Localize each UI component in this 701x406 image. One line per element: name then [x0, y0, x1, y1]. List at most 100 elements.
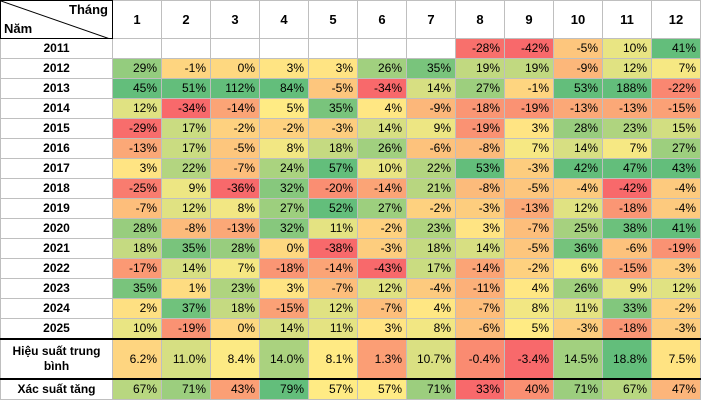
- heatmap-cell: 8%: [406, 318, 456, 340]
- rise-probability-cell: 67%: [112, 378, 162, 400]
- heatmap-cell: -43%: [357, 258, 407, 279]
- heatmap-cell: [259, 38, 309, 59]
- rise-probability-cell: 47%: [651, 378, 701, 400]
- heatmap-cell: -1%: [504, 78, 554, 99]
- heatmap-cell: -18%: [455, 98, 505, 119]
- year-row-2018: 2018 -25% 9% -36% 32% -20% -14% 21% -8% -5% -4% -42…: [0, 178, 701, 199]
- rise-probability-cell: 79%: [259, 378, 309, 400]
- year-label: 2024: [0, 298, 113, 319]
- heatmap-cell: 14%: [455, 238, 505, 259]
- year-label: 2023: [0, 278, 113, 299]
- year-label: 2025: [0, 318, 113, 340]
- heatmap-cell: -7%: [357, 298, 407, 319]
- heatmap-cell: 11%: [308, 318, 358, 340]
- heatmap-cell: -7%: [308, 278, 358, 299]
- average-performance-cell: -3.4%: [504, 338, 554, 380]
- year-label: 2012: [0, 58, 113, 79]
- heatmap-cell: 27%: [357, 198, 407, 219]
- year-rows: 2011 -28% -42% -5% 10% 41% 2012 29% -1% 0% 3% 3% 26%…: [0, 38, 701, 340]
- heatmap-cell: 0%: [210, 318, 260, 340]
- heatmap-cell: 23%: [406, 218, 456, 239]
- year-row-2022: 2022 -17% 14% 7% -18% -14% -43% 17% -14% -2% 6% -15…: [0, 258, 701, 279]
- heatmap-cell: -36%: [210, 178, 260, 199]
- year-label: 2021: [0, 238, 113, 259]
- heatmap-cell: 18%: [210, 298, 260, 319]
- heatmap-cell: 17%: [406, 258, 456, 279]
- heatmap-cell: 19%: [455, 58, 505, 79]
- heatmap-cell: 28%: [112, 218, 162, 239]
- heatmap-cell: 3%: [112, 158, 162, 179]
- heatmap-cell: 36%: [553, 238, 603, 259]
- heatmap-cell: -6%: [455, 318, 505, 340]
- heatmap-cell: -34%: [357, 78, 407, 99]
- heatmap-cell: -1%: [161, 58, 211, 79]
- average-performance-cell: 14.5%: [553, 338, 603, 380]
- month-header-12: 12: [651, 0, 701, 39]
- heatmap-cell: 188%: [602, 78, 652, 99]
- average-performance-cell: 7.5%: [651, 338, 701, 380]
- heatmap-cell: 7%: [504, 138, 554, 159]
- rise-probability-label: Xác suất tăng: [0, 378, 113, 400]
- heatmap-cell: -15%: [651, 98, 701, 119]
- heatmap-cell: 0%: [210, 58, 260, 79]
- heatmap-cell: 38%: [602, 218, 652, 239]
- heatmap-cell: -34%: [161, 98, 211, 119]
- heatmap-cell: -19%: [651, 238, 701, 259]
- average-performance-cell: 10.7%: [406, 338, 456, 380]
- heatmap-cell: -3%: [308, 118, 358, 139]
- month-header-5: 5: [308, 0, 358, 39]
- heatmap-cell: -4%: [553, 178, 603, 199]
- heatmap-cell: 35%: [406, 58, 456, 79]
- heatmap-cell: -2%: [357, 218, 407, 239]
- month-axis-label: Tháng: [69, 2, 108, 17]
- heatmap-cell: -18%: [602, 318, 652, 340]
- heatmap-cell: -13%: [210, 218, 260, 239]
- month-header-2: 2: [161, 0, 211, 39]
- heatmap-cell: -8%: [455, 178, 505, 199]
- year-label: 2014: [0, 98, 113, 119]
- heatmap-cell: 24%: [259, 158, 309, 179]
- heatmap-cell: 35%: [308, 98, 358, 119]
- heatmap-cell: -14%: [210, 98, 260, 119]
- heatmap-cell: 51%: [161, 78, 211, 99]
- average-performance-cell: 8.1%: [308, 338, 358, 380]
- corner-diagonal-line: [1, 1, 108, 38]
- year-label: 2013: [0, 78, 113, 99]
- average-performance-cell: 11.0%: [161, 338, 211, 380]
- heatmap-cell: -5%: [504, 178, 554, 199]
- rise-probability-cell: 71%: [161, 378, 211, 400]
- heatmap-cell: 29%: [112, 58, 162, 79]
- year-row-2011: 2011 -28% -42% -5% 10% 41%: [0, 38, 701, 59]
- heatmap-cell: 9%: [161, 178, 211, 199]
- heatmap-cell: -14%: [455, 258, 505, 279]
- heatmap-cell: -4%: [651, 198, 701, 219]
- heatmap-cell: -42%: [504, 38, 554, 59]
- average-performance-cell: 18.8%: [602, 338, 652, 380]
- heatmap-cell: -3%: [651, 318, 701, 340]
- heatmap-cell: 27%: [259, 198, 309, 219]
- heatmap-cell: 7%: [651, 58, 701, 79]
- month-header-8: 8: [455, 0, 505, 39]
- heatmap-cell: 3%: [357, 318, 407, 340]
- heatmap-cell: -28%: [455, 38, 505, 59]
- heatmap-cell: 23%: [602, 118, 652, 139]
- heatmap-cell: 12%: [553, 198, 603, 219]
- month-header-3: 3: [210, 0, 260, 39]
- heatmap-cell: 32%: [259, 218, 309, 239]
- heatmap-cell: -8%: [161, 218, 211, 239]
- heatmap-cell: -7%: [210, 158, 260, 179]
- heatmap-cell: 3%: [455, 218, 505, 239]
- heatmap-cell: -2%: [210, 118, 260, 139]
- heatmap-cell: 17%: [161, 118, 211, 139]
- heatmap-cell: 12%: [161, 198, 211, 219]
- year-label: 2018: [0, 178, 113, 199]
- month-header-row: Tháng Năm 1 2 3 4 5 6 7 8 9 10 11 12: [0, 0, 701, 39]
- heatmap-cell: -13%: [553, 98, 603, 119]
- heatmap-cell: -15%: [602, 258, 652, 279]
- heatmap-cell: 11%: [553, 298, 603, 319]
- rise-probability-row: Xác suất tăng 67% 71% 43% 79% 57% 57% 71% 33% 40…: [0, 378, 701, 400]
- year-row-2024: 2024 2% 37% 18% -15% 12% -7% 4% -7% 8% 11% 33% -2%: [0, 298, 701, 319]
- rise-probability-cell: 43%: [210, 378, 260, 400]
- heatmap-cell: -7%: [504, 218, 554, 239]
- heatmap-cell: 22%: [161, 158, 211, 179]
